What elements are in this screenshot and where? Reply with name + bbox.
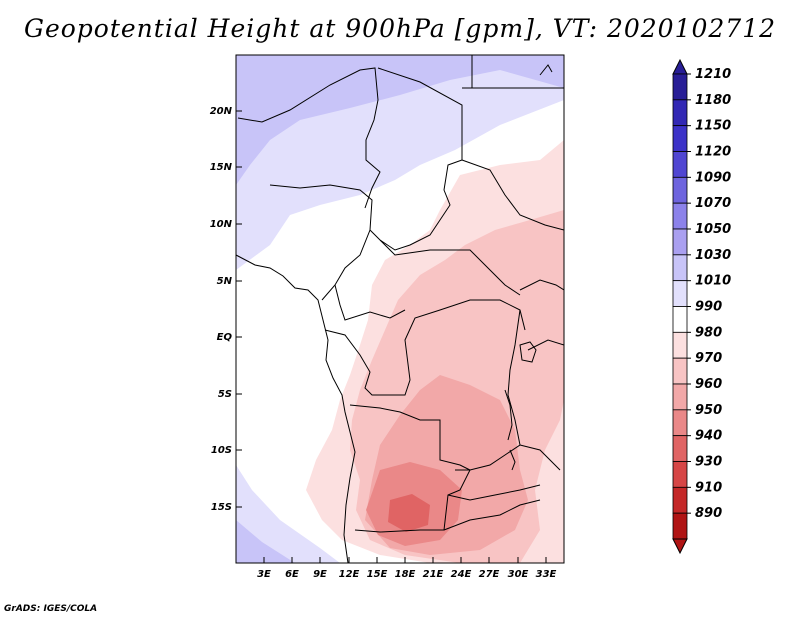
- lat-tick-label: 5S: [218, 389, 232, 400]
- lat-tick-label: 5N: [217, 276, 233, 287]
- border-chad: [369, 67, 463, 251]
- border-drc-east: [455, 309, 521, 471]
- lon-tick-label: 21E: [423, 569, 444, 580]
- colorbar-label: 1030: [695, 248, 731, 263]
- colorbar-swatch: [672, 486, 688, 514]
- colorbar-swatch: [672, 512, 688, 540]
- border-zambia: [443, 484, 541, 531]
- colorbar-label: 1180: [695, 93, 731, 108]
- border-sahel: [237, 67, 381, 209]
- colorbar-label: 1010: [695, 274, 731, 289]
- field-1010-south: [236, 465, 340, 563]
- border-cameroon: [334, 284, 406, 321]
- latitude-axis: 20N 15N 10N 5N EQ 5S 10S 15S: [210, 106, 242, 513]
- field-1030-north: [236, 55, 564, 185]
- colorbar-swatch: [672, 357, 688, 385]
- border-congo: [324, 299, 526, 396]
- colorbar-label: 940: [695, 429, 722, 444]
- lon-tick-label: 6E: [285, 569, 299, 580]
- colorbar-swatch: [672, 383, 688, 411]
- colorbar-swatch: [672, 228, 688, 256]
- colorbar-label: 980: [695, 325, 722, 340]
- lake-kariba: [509, 449, 516, 471]
- lat-tick-label: 10N: [210, 219, 233, 230]
- colorbar-label: 890: [695, 506, 722, 521]
- colorbar-swatch: [672, 254, 688, 282]
- border-car: [379, 239, 521, 296]
- lon-tick-label: 3E: [257, 569, 271, 580]
- lake-tanganyika: [504, 389, 513, 441]
- lake-victoria: [519, 341, 537, 363]
- lat-tick-label: 15N: [210, 162, 233, 173]
- colorbar-arrow-bottom: [672, 538, 688, 555]
- colorbar-swatch: [672, 331, 688, 359]
- colorbar-label: 1120: [695, 145, 731, 160]
- lon-tick-label: 30E: [508, 569, 529, 580]
- lon-tick-label: 18E: [395, 569, 416, 580]
- colorbar-swatch: [672, 176, 688, 204]
- colorbar-swatch: [672, 151, 688, 178]
- lat-tick-label: 15S: [211, 502, 232, 513]
- colorbar-label: 1070: [695, 196, 731, 211]
- colorbar-swatch: [672, 409, 688, 437]
- coastline: [236, 254, 356, 563]
- colorbar-arrow-top: [672, 58, 688, 75]
- colorbar-swatch: [672, 280, 688, 307]
- lon-tick-label: 24E: [451, 569, 472, 580]
- colorbar: 1210 1180 1150 1120 1090 1070 1050 1030 1010 990 9…: [672, 58, 731, 555]
- field-940: [388, 494, 430, 532]
- colorbar-label: 1090: [695, 170, 731, 185]
- colorbar-swatch: [672, 306, 688, 333]
- lon-tick-label: 27E: [479, 569, 500, 580]
- border-nigeria: [269, 184, 373, 301]
- field-1030-south: [236, 520, 295, 563]
- colorbar-swatch: [672, 125, 688, 152]
- longitude-axis: 3E 6E 9E 12E 15E 18E 21E 24E 27E 30E 33E: [257, 557, 557, 580]
- colorbar-label: 1210: [695, 67, 731, 82]
- lat-tick-label: 20N: [210, 106, 233, 117]
- country-borders: [236, 55, 564, 563]
- lat-tick-label: 10S: [211, 445, 232, 456]
- map-frame: [235, 54, 565, 564]
- colorbar-label: 1050: [695, 222, 731, 237]
- lon-tick-label: 33E: [536, 569, 557, 580]
- colorbar-swatch: [672, 73, 688, 101]
- colorbar-swatch: [672, 202, 688, 230]
- lon-tick-label: 12E: [339, 569, 360, 580]
- border-east: [519, 279, 564, 471]
- colorbar-label: 990: [695, 300, 722, 315]
- border-north-east: [471, 55, 553, 88]
- border-sudan: [461, 87, 564, 231]
- colorbar-label: 960: [695, 377, 722, 392]
- height-field: [236, 55, 564, 563]
- lon-tick-label: 9E: [313, 569, 327, 580]
- colorbar-swatch: [672, 461, 688, 488]
- colorbar-label: 910: [695, 480, 722, 495]
- border-angola: [349, 404, 471, 533]
- lat-tick-label: EQ: [217, 332, 233, 343]
- map-title: Geopotential Height at 900hPa [gpm], VT:…: [23, 14, 777, 43]
- colorbar-label: 950: [695, 403, 722, 418]
- lon-tick-label: 15E: [367, 569, 388, 580]
- colorbar-label: 930: [695, 455, 722, 470]
- colorbar-swatch: [672, 435, 688, 462]
- colorbar-swatch: [672, 99, 688, 127]
- colorbar-label: 1150: [695, 119, 731, 134]
- grads-credit: GrADS: IGES/COLA: [4, 604, 98, 614]
- colorbar-label: 970: [695, 351, 722, 366]
